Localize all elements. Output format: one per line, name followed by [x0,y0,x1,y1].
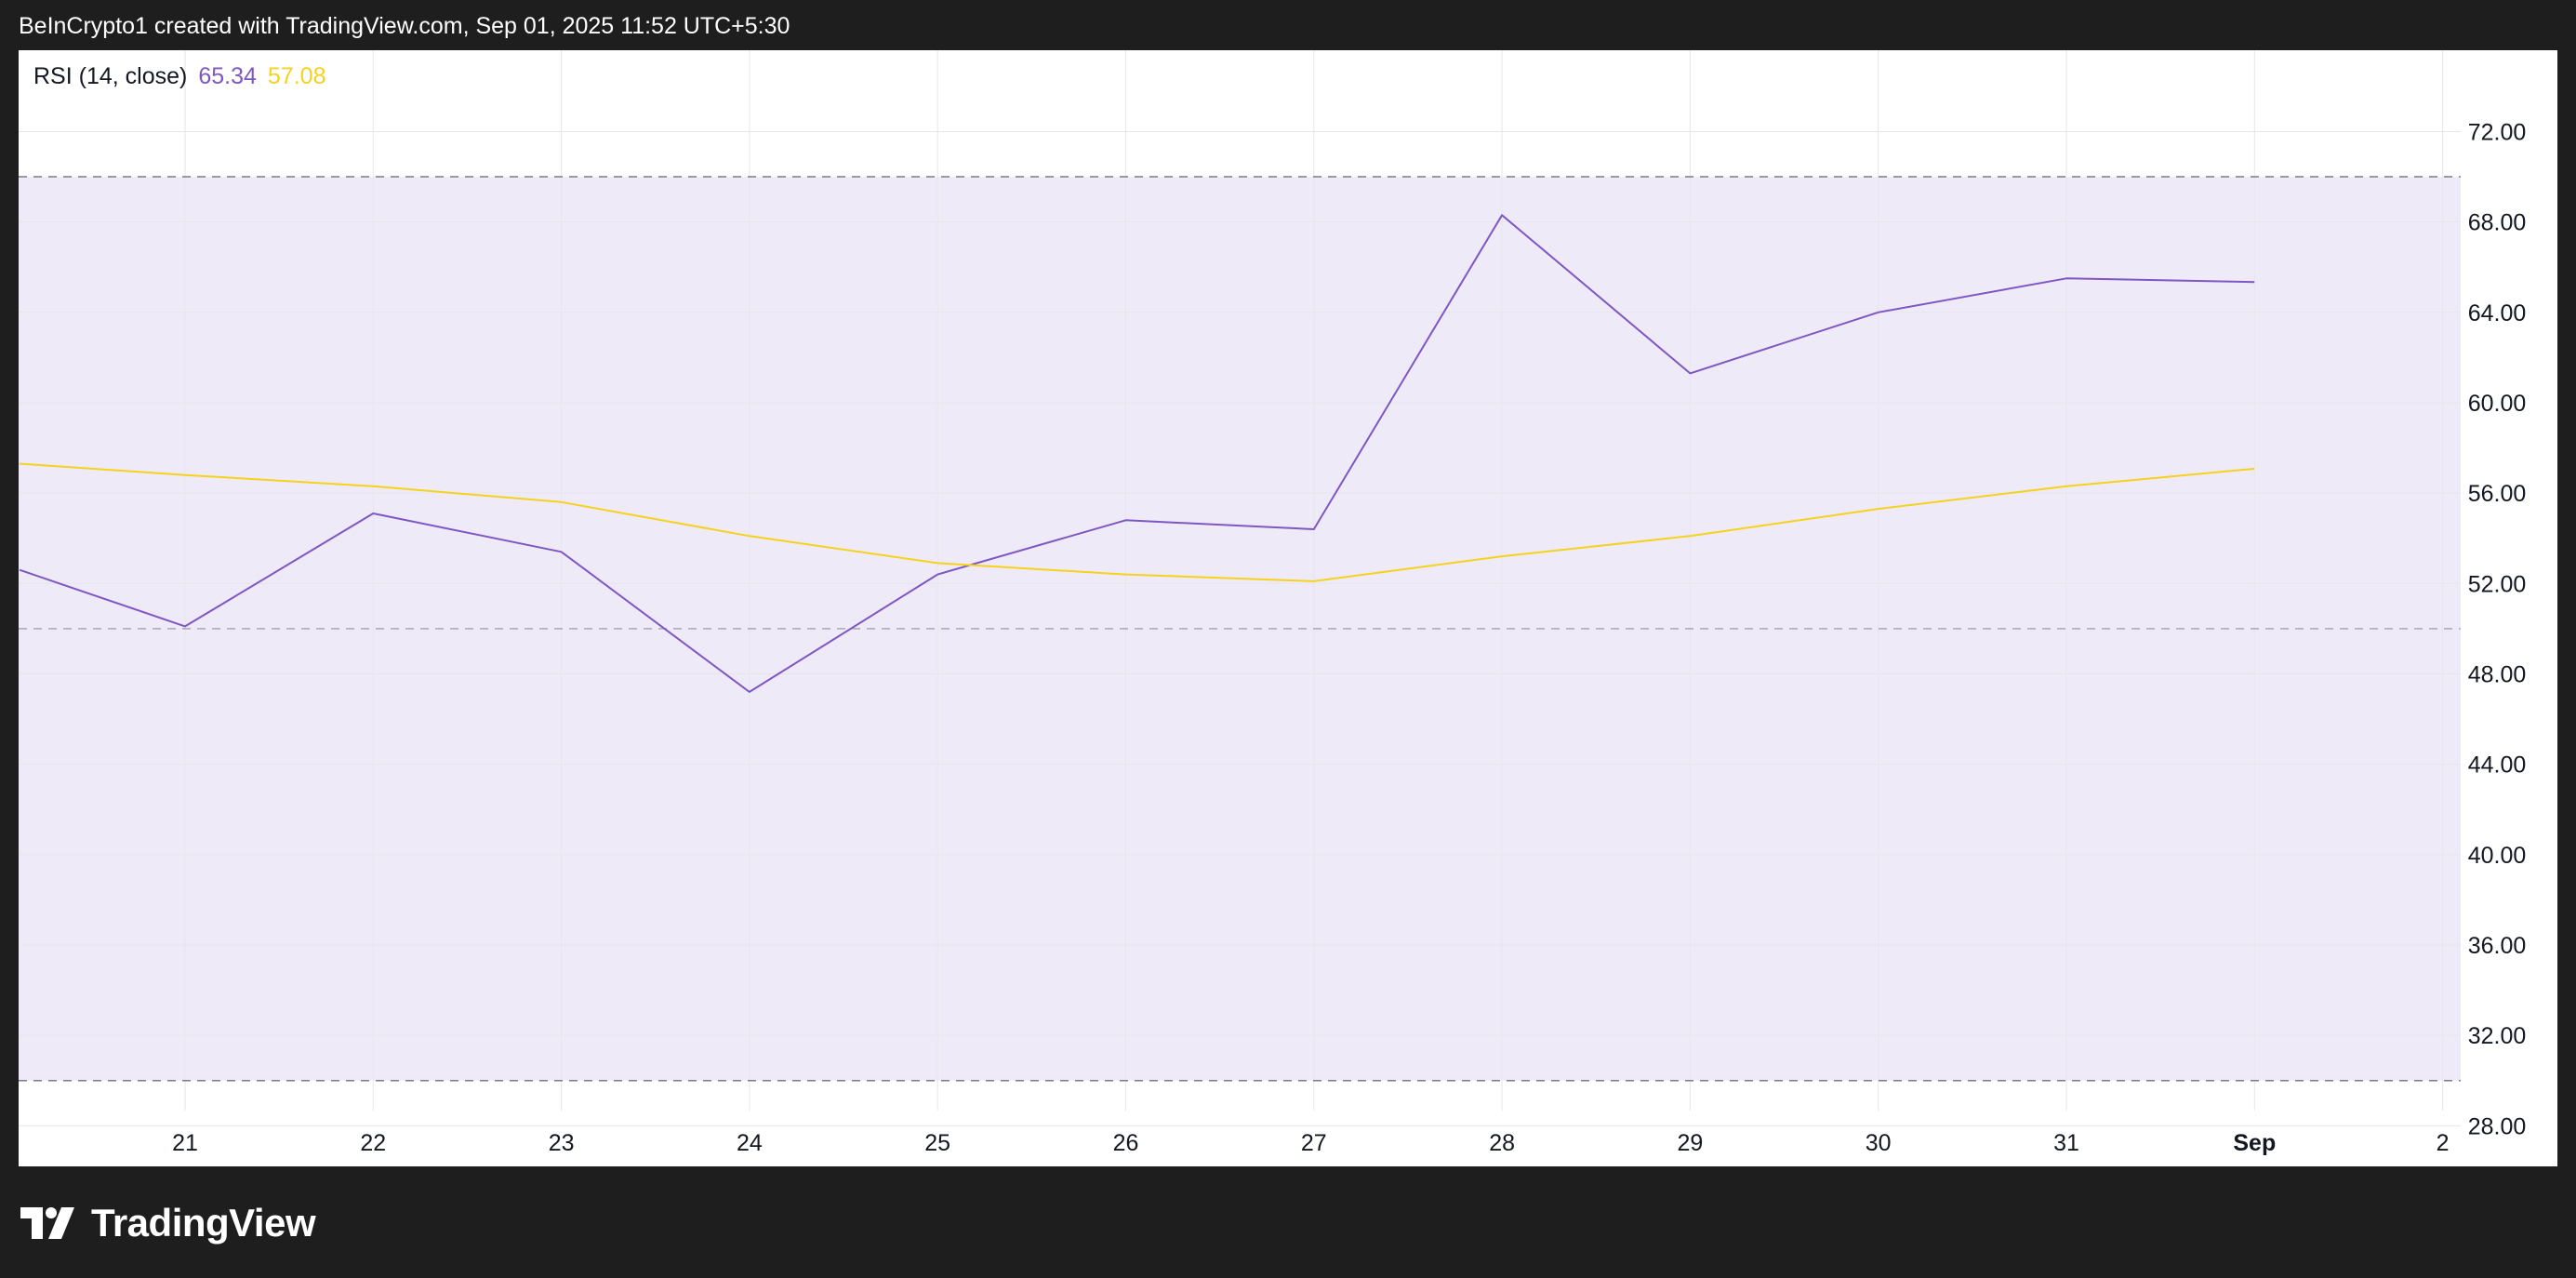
x-tick-label: 31 [2053,1130,2079,1156]
x-tick-label: 25 [924,1130,950,1156]
rsi-chart[interactable]: 72.00 68.00 64.00 60.00 56.00 52.00 48.00 44.00… [19,50,2557,1166]
x-tick-label: 23 [549,1130,575,1156]
x-tick-label: Sep [2233,1130,2276,1156]
y-tick-label: 52.00 [2468,571,2527,597]
y-tick-label: 72.00 [2468,119,2527,145]
rsi-line [19,214,2255,693]
y-tick-label: 28.00 [2468,1113,2527,1139]
y-tick-label: 36.00 [2468,933,2527,959]
rsi-level-lines [19,176,2461,1082]
brand-name: TradingView [91,1201,316,1245]
y-axis-labels: 72.00 68.00 64.00 60.00 56.00 52.00 48.00 44.00… [2468,119,2527,1139]
y-tick-label: 32.00 [2468,1023,2527,1049]
indicator-name: RSI (14, close) [33,63,188,89]
x-tick-label: 2 [2437,1130,2450,1156]
x-tick-label: 24 [737,1130,763,1156]
x-tick-label: 21 [172,1130,198,1156]
horizontal-gridlines [19,130,2461,1126]
y-tick-label: 44.00 [2468,752,2527,779]
y-tick-label: 40.00 [2468,843,2527,869]
x-tick-label: 27 [1301,1130,1327,1156]
rsi-current-value: 65.34 [198,63,257,89]
indicator-legend[interactable]: RSI (14, close) 65.34 57.08 [33,63,325,90]
x-axis-labels: 21 22 23 24 25 26 27 28 29 30 31 Sep 2 [172,1130,2449,1156]
y-tick-label: 68.00 [2468,210,2527,236]
y-tick-label: 64.00 [2468,300,2527,326]
x-tick-label: 28 [1489,1130,1515,1156]
rsi-chart-panel[interactable]: 72.00 68.00 64.00 60.00 56.00 52.00 48.00 44.00… [19,50,2557,1166]
attribution-text: BeInCrypto1 created with TradingView.com… [19,13,790,39]
tradingview-logo[interactable]: TradingView [20,1200,316,1246]
x-tick-label: 22 [360,1130,386,1156]
y-tick-label: 56.00 [2468,481,2527,507]
ma-current-value: 57.08 [267,63,326,89]
rsi-ma-line [19,462,2255,582]
vertical-gridlines [184,50,2444,1111]
x-tick-label: 26 [1113,1130,1139,1156]
y-tick-label: 48.00 [2468,661,2527,687]
header-bar: BeInCrypto1 created with TradingView.com… [0,0,2576,50]
tradingview-logo-icon [20,1207,74,1239]
series-lines [19,214,2255,693]
x-tick-label: 30 [1866,1130,1892,1156]
x-tick-label: 29 [1677,1130,1703,1156]
y-tick-label: 60.00 [2468,391,2527,417]
